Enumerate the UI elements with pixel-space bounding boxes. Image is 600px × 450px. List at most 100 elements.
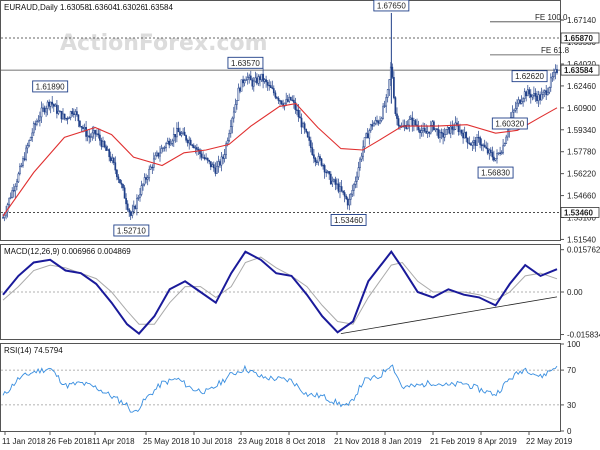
candle-body — [420, 130, 423, 134]
candle-body — [132, 205, 135, 212]
candle-body — [342, 190, 344, 193]
price-panel — [0, 0, 561, 241]
candle-body — [22, 158, 24, 166]
candle-body — [286, 99, 289, 102]
candle-body — [308, 136, 311, 141]
candle-body — [374, 120, 377, 124]
candle-body — [554, 69, 557, 73]
ohlc-open: 1.63058 — [60, 3, 89, 12]
candle-body — [436, 128, 438, 130]
candle-body — [549, 77, 552, 88]
candle-body — [359, 158, 361, 168]
x-tick-label: 21 Feb 2019 — [430, 437, 475, 446]
annotation-box — [113, 224, 150, 237]
candle-body — [32, 123, 35, 134]
candle-body — [31, 132, 34, 138]
candle-body — [186, 140, 189, 144]
candle-body — [439, 131, 441, 138]
x-tick-label: 26 Feb 2018 — [47, 437, 92, 446]
moving-average-line — [2, 103, 558, 217]
candle-body — [553, 72, 555, 77]
candle-body — [474, 140, 477, 146]
candle-body — [136, 198, 138, 209]
candle-body — [23, 158, 26, 160]
candle-body — [232, 111, 235, 119]
candle-body — [343, 192, 346, 197]
candle-body — [151, 166, 154, 169]
candle-body — [299, 116, 301, 119]
candle-body — [477, 137, 480, 139]
candle-body — [471, 142, 474, 146]
candle-body — [277, 97, 280, 101]
candle-body — [382, 105, 384, 119]
fib-label-100: FE 100.0 — [535, 13, 568, 22]
annotation-box — [373, 0, 410, 12]
candle-body — [156, 152, 158, 156]
candle-body — [316, 161, 318, 163]
candle-body — [445, 129, 448, 135]
candle-body — [120, 182, 123, 185]
annotation-box — [491, 117, 528, 130]
candle-body — [11, 190, 14, 198]
candle-body — [302, 123, 304, 128]
candle-body — [196, 147, 198, 150]
candle-body — [105, 146, 107, 151]
candle-body — [220, 156, 223, 166]
candle-body — [423, 128, 426, 132]
rsi-tick-label: 30 — [567, 401, 576, 410]
candle-body — [317, 156, 320, 163]
candle-body — [303, 123, 306, 130]
candle-body — [243, 80, 246, 84]
annotation-label: 1.62620 — [515, 72, 544, 81]
x-tick-label: 11 Jan 2018 — [2, 437, 46, 446]
candle-body — [146, 177, 149, 180]
candle-body — [457, 124, 460, 133]
candle-body — [16, 181, 18, 187]
candle-body — [519, 99, 521, 104]
candle-body — [473, 140, 475, 143]
x-tick-label: 23 Aug 2018 — [238, 437, 283, 446]
rsi-panel — [0, 343, 561, 432]
x-tick-label: 21 Nov 2018 — [334, 437, 380, 446]
candle-body — [542, 91, 544, 95]
candle-body — [442, 132, 444, 138]
macd-signal-line — [2, 256, 558, 325]
macd-tick-label: 0.00 — [567, 288, 583, 297]
candle-body — [319, 156, 321, 160]
candle-body — [54, 104, 57, 107]
candle-body — [217, 161, 220, 167]
candle-body — [251, 79, 254, 87]
candle-body — [211, 164, 214, 168]
candle-body — [3, 214, 6, 218]
candle-body — [325, 171, 328, 174]
candle-body — [434, 128, 437, 131]
candle-body — [102, 141, 104, 147]
candle-body — [154, 155, 157, 160]
candle-body — [280, 100, 283, 105]
candle-body — [329, 173, 332, 185]
candle-body — [517, 99, 520, 104]
axis-layer: 1.671401.655801.640201.624601.609001.593… — [2, 16, 600, 446]
x-tick-label: 10 Jul 2018 — [191, 437, 233, 446]
candle-body — [428, 131, 431, 134]
x-tick-label: 8 Apr 2019 — [478, 437, 517, 446]
candle-body — [260, 73, 263, 81]
candle-body — [546, 91, 549, 96]
candle-body — [425, 130, 428, 134]
candle-body — [236, 100, 238, 105]
candle-body — [106, 149, 109, 151]
candle-body — [463, 132, 466, 139]
annotation-box — [32, 80, 69, 93]
candle-body — [182, 131, 184, 134]
candle-body — [431, 121, 434, 126]
candle-body — [208, 159, 211, 162]
candle-body — [371, 124, 374, 127]
candle-body — [493, 156, 495, 161]
candle-body — [108, 149, 111, 158]
candle-body — [265, 79, 267, 83]
annotation-label: 1.56830 — [481, 169, 510, 178]
candle-body — [483, 144, 486, 148]
candle-body — [14, 186, 17, 192]
candle-body — [393, 77, 395, 98]
candle-body — [356, 176, 358, 182]
